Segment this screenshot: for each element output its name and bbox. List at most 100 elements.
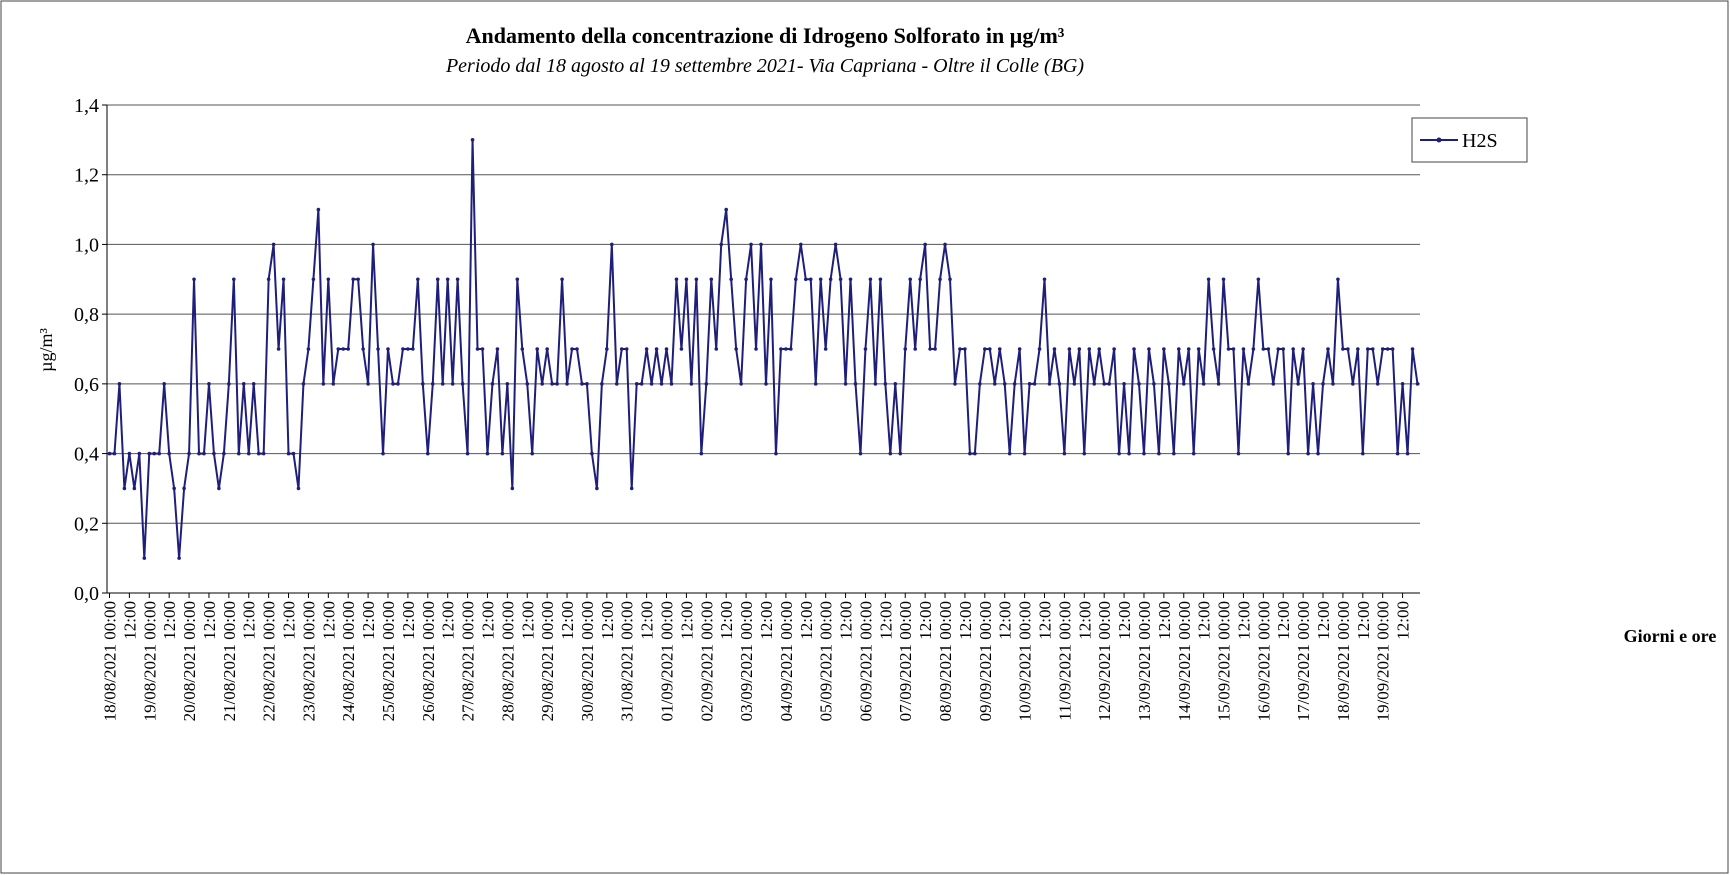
y-tick-label: 0,0	[74, 583, 99, 605]
data-point	[291, 451, 296, 456]
data-point	[799, 242, 803, 247]
x-tick-label: 12:00	[1075, 601, 1094, 640]
x-tick-label: 12:00	[598, 601, 617, 640]
data-point	[605, 347, 609, 351]
data-point	[734, 347, 738, 351]
x-tick-label: 15/09/2021 00:00	[1215, 601, 1234, 721]
data-point	[1226, 347, 1231, 351]
data-point	[1072, 382, 1077, 386]
data-point	[1316, 451, 1320, 456]
data-point	[147, 451, 152, 456]
data-point	[769, 277, 773, 282]
y-tick-label: 0,2	[74, 513, 99, 535]
data-point	[818, 277, 823, 282]
data-point	[883, 382, 888, 386]
data-point	[1211, 347, 1216, 351]
data-point	[455, 277, 460, 282]
x-tick-label: 30/08/2021 00:00	[578, 601, 597, 721]
data-point	[878, 277, 883, 282]
data-point	[435, 277, 440, 282]
x-tick-label: 08/09/2021 00:00	[936, 601, 955, 721]
data-point	[803, 277, 808, 282]
data-point	[391, 382, 395, 386]
data-point	[724, 207, 728, 212]
x-tick-label: 01/09/2021 00:00	[658, 601, 677, 721]
data-point	[1087, 347, 1092, 351]
data-point	[411, 347, 415, 351]
x-tick-label: 12:00	[359, 601, 378, 640]
data-point	[754, 347, 758, 351]
data-point	[610, 242, 614, 247]
data-point	[619, 347, 624, 351]
x-tick-label: 17/09/2021 00:00	[1294, 601, 1313, 721]
x-tick-label: 23/08/2021 00:00	[299, 601, 318, 721]
x-tick-label: 12:00	[280, 601, 299, 640]
data-point	[560, 277, 564, 282]
data-point	[1107, 382, 1111, 386]
data-point	[366, 382, 370, 386]
data-point	[774, 451, 778, 456]
x-tick-label: 12:00	[1274, 601, 1293, 640]
y-tick-label: 1,0	[74, 234, 99, 256]
data-point	[261, 451, 266, 456]
data-point	[266, 277, 271, 282]
x-tick-label: 21/08/2021 00:00	[220, 601, 239, 721]
data-point	[992, 382, 997, 386]
data-point	[495, 347, 500, 351]
data-point	[107, 451, 112, 456]
data-point	[833, 242, 838, 247]
x-tick-label: 12:00	[757, 601, 776, 640]
data-point	[644, 347, 649, 351]
data-point	[1132, 347, 1136, 351]
data-point	[1365, 347, 1370, 351]
x-tick-label: 12:00	[1195, 601, 1214, 640]
data-point	[1271, 382, 1276, 386]
data-point	[406, 347, 410, 351]
data-point	[674, 277, 679, 282]
data-point	[1172, 451, 1176, 456]
data-point	[192, 277, 196, 282]
data-point	[1137, 382, 1141, 386]
data-point	[416, 277, 420, 282]
data-point	[923, 242, 927, 247]
data-point	[1291, 347, 1295, 351]
data-point	[316, 207, 321, 212]
data-point	[1002, 382, 1007, 386]
x-tick-label: 29/08/2021 00:00	[538, 601, 557, 721]
data-point	[764, 382, 768, 386]
data-point	[1191, 451, 1196, 456]
data-point	[1266, 347, 1271, 351]
data-point	[749, 242, 753, 247]
data-point	[480, 347, 485, 351]
data-point	[157, 451, 162, 456]
x-tick-label: 11/09/2021 00:00	[1055, 601, 1074, 721]
data-point	[779, 347, 783, 351]
data-point	[1201, 382, 1206, 386]
data-point	[1157, 451, 1161, 456]
data-point	[371, 242, 375, 247]
x-tick-label: 20/08/2021 00:00	[180, 601, 199, 721]
data-point	[1082, 451, 1087, 456]
x-tick-label: 12:00	[1314, 601, 1333, 640]
data-point	[873, 382, 878, 386]
data-point	[679, 347, 684, 351]
data-point	[1052, 347, 1057, 351]
data-point	[386, 347, 390, 351]
data-point	[301, 382, 306, 386]
data-point	[997, 347, 1002, 351]
data-point	[1077, 347, 1082, 351]
data-point	[943, 242, 947, 247]
x-tick-label: 28/08/2021 00:00	[498, 601, 517, 721]
data-point	[893, 382, 898, 386]
x-tick-label: 12:00	[160, 601, 179, 640]
data-point	[908, 277, 913, 282]
data-point	[1385, 347, 1390, 351]
data-point	[276, 347, 281, 351]
data-point	[256, 451, 261, 456]
y-tick-label: 0,6	[74, 374, 99, 396]
data-point	[1037, 347, 1042, 351]
data-point	[1007, 451, 1012, 456]
data-point	[898, 451, 903, 456]
data-point	[704, 382, 709, 386]
data-point	[520, 347, 525, 351]
